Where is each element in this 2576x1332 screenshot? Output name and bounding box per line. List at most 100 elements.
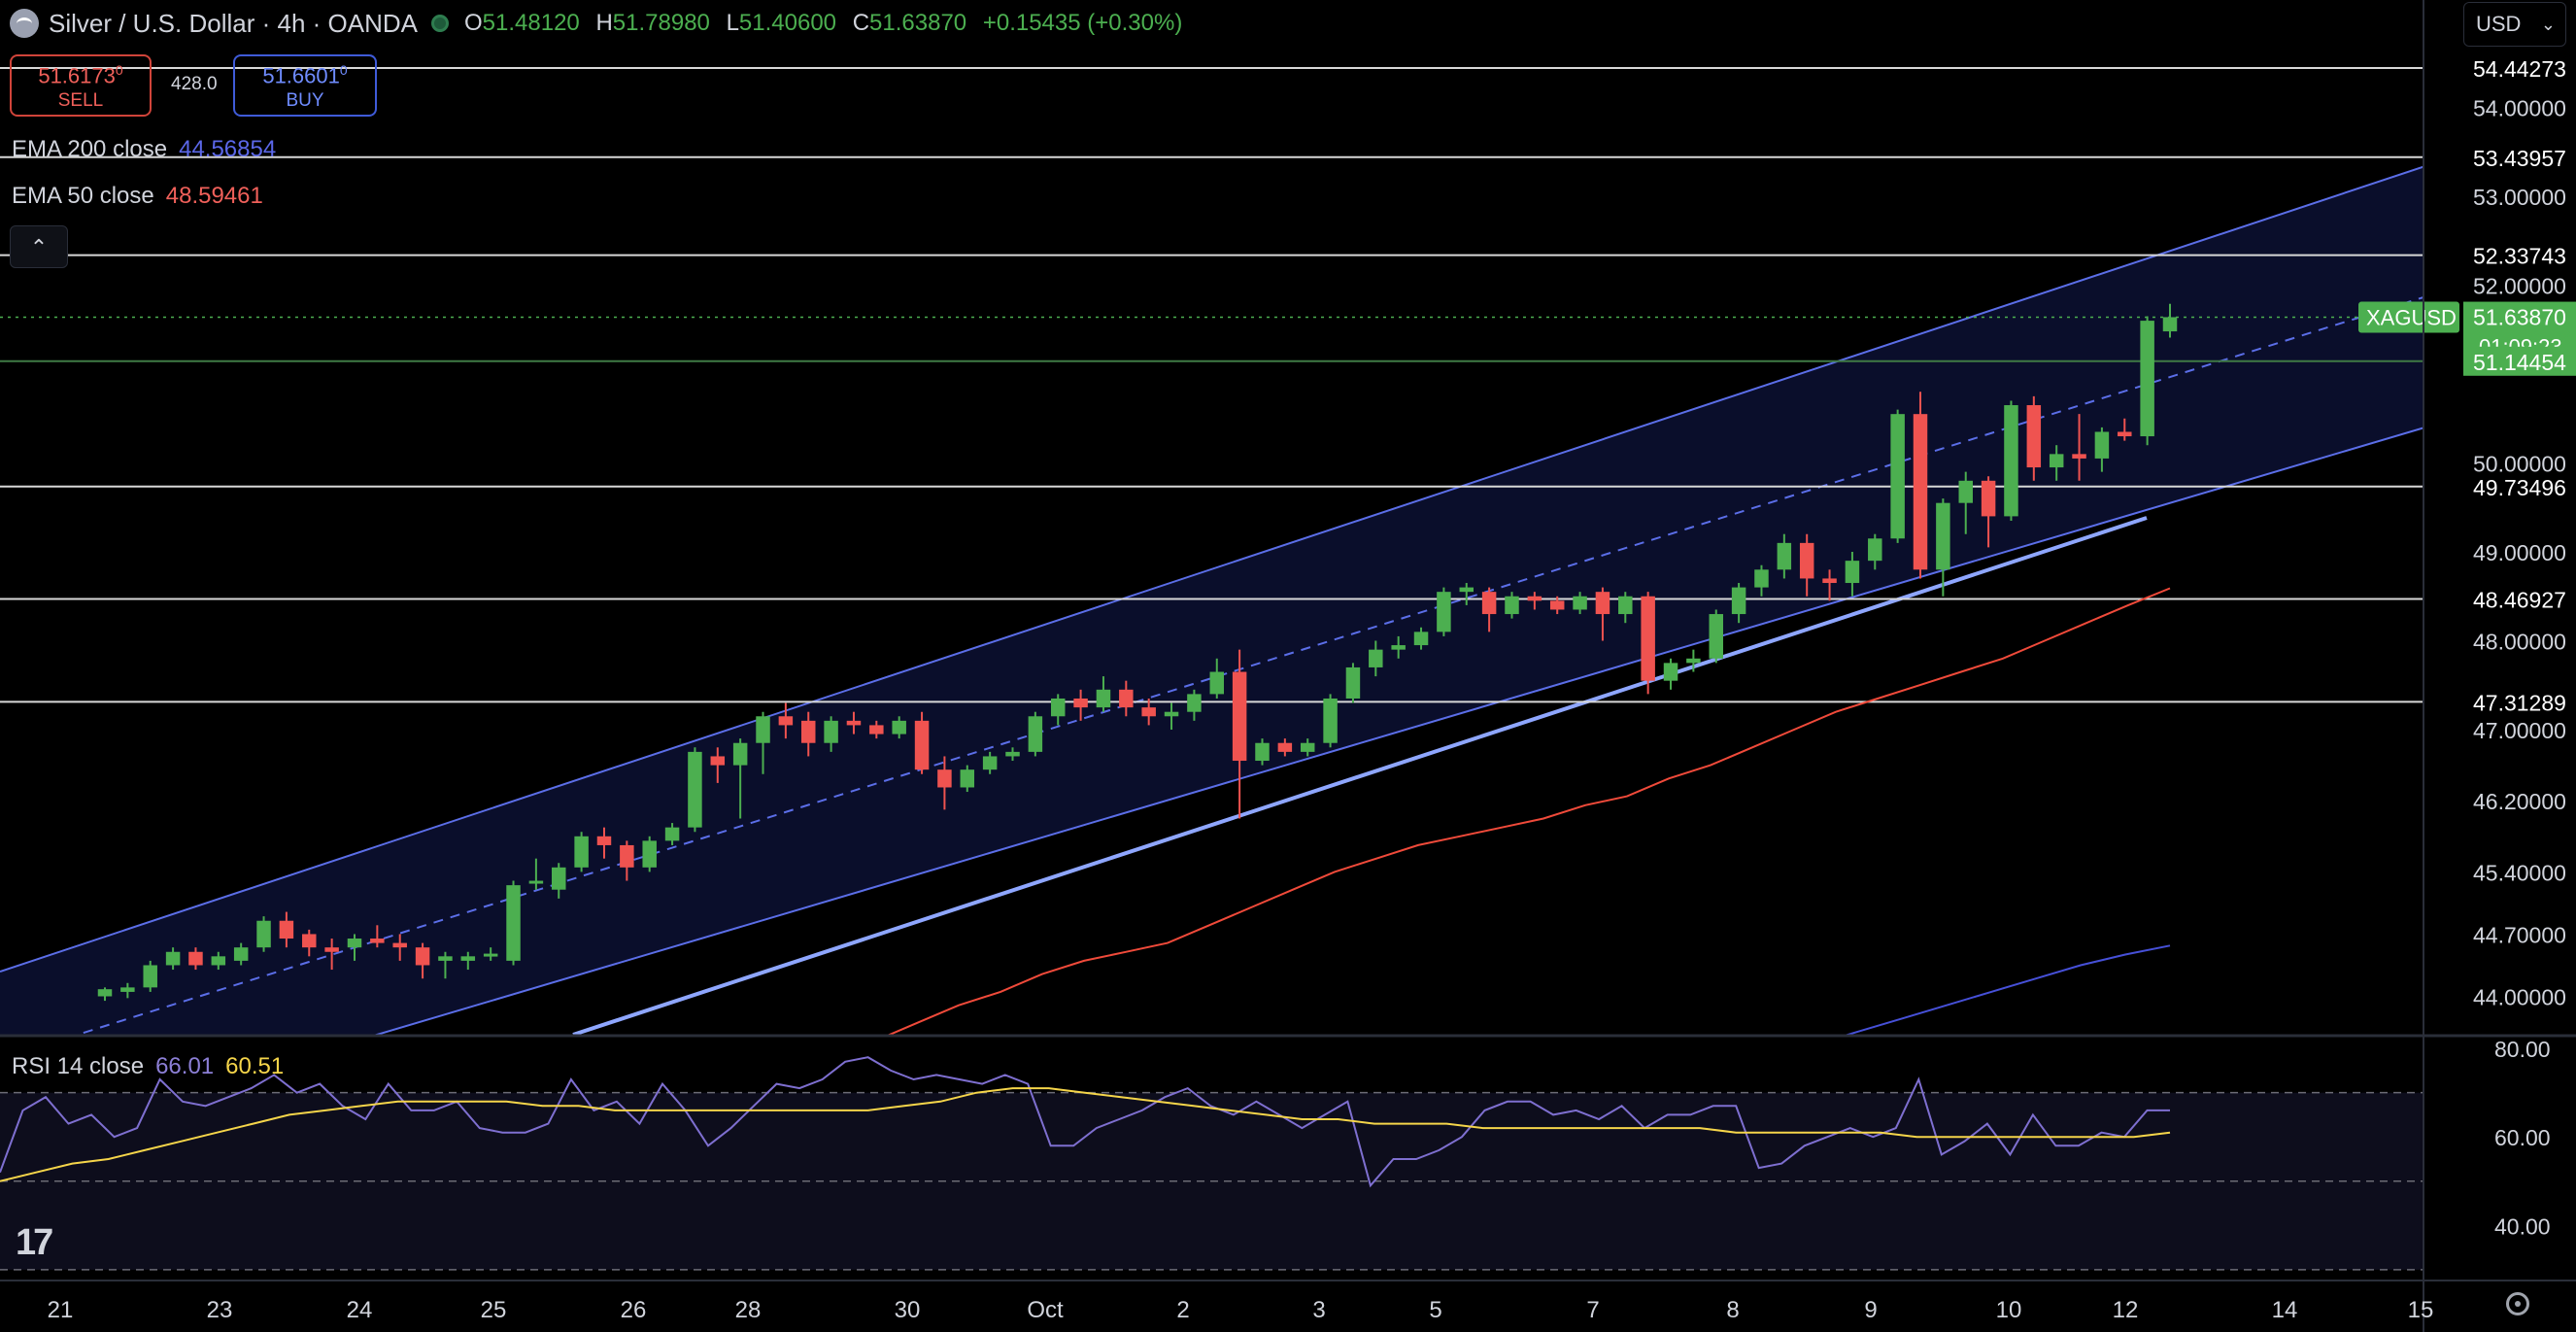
ema200-value: 44.56854 (179, 136, 277, 162)
ema200-legend[interactable]: EMA 200 close 44.56854 (12, 136, 277, 162)
candle-body (392, 942, 407, 948)
gear-icon[interactable] (2506, 1292, 2529, 1315)
level-tag-bg (2463, 240, 2576, 270)
level-tag-bg (2463, 687, 2576, 717)
ema50-legend[interactable]: EMA 50 close 48.59461 (12, 183, 263, 209)
candle-body (324, 947, 339, 952)
channel-upper-line (0, 165, 2423, 973)
candle-body (1119, 689, 1134, 708)
time-tick-label: 5 (1429, 1297, 1441, 1323)
currency-select[interactable]: USD ⌄ (2463, 2, 2566, 47)
candle-body (1369, 649, 1383, 667)
rsi-tick-label: 40.00 (2494, 1213, 2551, 1239)
price-tick-label: 45.40000 (2473, 860, 2566, 885)
candle-body (1073, 698, 1088, 708)
candle-body (528, 880, 544, 884)
price-tick-label: 44.70000 (2473, 922, 2566, 947)
main-pane (0, 66, 2423, 1035)
level-tag-label: 49.73496 (2473, 475, 2566, 500)
time-tick-label: 15 (2408, 1297, 2434, 1323)
candle-body (370, 939, 385, 943)
candle-body (302, 934, 317, 948)
candle-body (1981, 480, 1996, 517)
sell-button[interactable]: 51.61730 SELL (10, 54, 152, 117)
rsi-value: 66.01 (155, 1053, 215, 1079)
time-tick-label: Oct (1027, 1297, 1064, 1323)
candle-body (892, 720, 906, 734)
time-tick-label: 14 (2272, 1297, 2298, 1323)
candle-body (143, 965, 157, 988)
rsi-legend[interactable]: RSI 14 close 66.01 60.51 (12, 1053, 285, 1079)
candle-body (1868, 538, 1882, 562)
level-tag-label: 48.46927 (2473, 588, 2566, 613)
time-tick-label: 28 (735, 1297, 762, 1323)
price-tag-label: 51.63870 (2473, 305, 2566, 330)
candle-body (1618, 596, 1633, 615)
time-tick-label: 2 (1176, 1297, 1189, 1323)
candle-body (2094, 431, 2110, 459)
symbol-title[interactable]: Silver / U.S. Dollar · 4h · OANDA (49, 8, 418, 38)
candle-body (596, 836, 612, 845)
candle-body (2026, 405, 2042, 468)
candle-body (347, 939, 362, 948)
candle-body (1799, 542, 1814, 579)
candle-body (552, 867, 566, 890)
price-tick-label: 47.00000 (2473, 718, 2566, 743)
candle-body (620, 844, 634, 868)
tradingview-logo-icon[interactable]: 17 (16, 1222, 53, 1263)
candle-body (1754, 569, 1769, 588)
buy-price: 51.6601 (262, 63, 340, 88)
candle-body (1300, 742, 1315, 752)
candle-body (2118, 431, 2132, 437)
candle-body (483, 953, 498, 957)
candle-body (1164, 711, 1179, 717)
time-tick-label: 9 (1864, 1297, 1877, 1323)
time-tick-label: 3 (1312, 1297, 1325, 1323)
sell-price: 51.6173 (38, 63, 116, 88)
candle-body (800, 720, 816, 743)
price-tick-label: 48.00000 (2473, 630, 2566, 655)
candle-body (415, 947, 430, 966)
price-tick-label: 46.20000 (2473, 789, 2566, 814)
level-tag-label: 53.43957 (2473, 146, 2566, 171)
candle-body (688, 751, 702, 828)
candle-body (211, 956, 226, 966)
candle-body (1913, 414, 1928, 570)
candle-body (732, 742, 748, 766)
symbol-header: Silver / U.S. Dollar · 4h · OANDA O51.48… (10, 4, 1182, 43)
candle-body (914, 720, 930, 770)
candle-body (846, 720, 862, 726)
level-tag-bg (2463, 471, 2576, 501)
rsi-line (0, 1056, 2170, 1188)
candle-body (1731, 587, 1746, 615)
candle-body (97, 989, 113, 997)
price-tick-label: 44.00000 (2473, 985, 2566, 1010)
collapse-legend-button[interactable]: ⌃ (10, 225, 68, 268)
candle-body (1573, 596, 1587, 610)
time-tick-label: 25 (481, 1297, 507, 1323)
time-tick-label: 8 (1726, 1297, 1739, 1323)
candle-body (642, 840, 657, 868)
candle-body (824, 720, 838, 743)
candle-body (1663, 663, 1678, 681)
candle-body (233, 947, 249, 961)
ema50-line (887, 587, 2171, 1035)
rsi-tick-label: 60.00 (2494, 1125, 2551, 1150)
candle-body (120, 987, 135, 992)
change-readout: +0.15435 (+0.30%) (982, 10, 1183, 36)
candle-body (664, 827, 680, 841)
candle-body (188, 951, 203, 966)
candle-body (1187, 694, 1202, 712)
time-tick-label: 12 (2113, 1297, 2139, 1323)
candle-body (438, 956, 453, 961)
candle-body (2049, 454, 2064, 468)
silver-coin-icon (10, 9, 39, 38)
time-tick-label: 21 (48, 1297, 74, 1323)
candle-body (574, 836, 589, 868)
candle-body (1777, 542, 1792, 570)
candle-body (937, 769, 952, 788)
buy-button[interactable]: 51.66010 BUY (233, 54, 377, 117)
time-tick-label: 30 (895, 1297, 921, 1323)
candle-body (1595, 592, 1610, 615)
